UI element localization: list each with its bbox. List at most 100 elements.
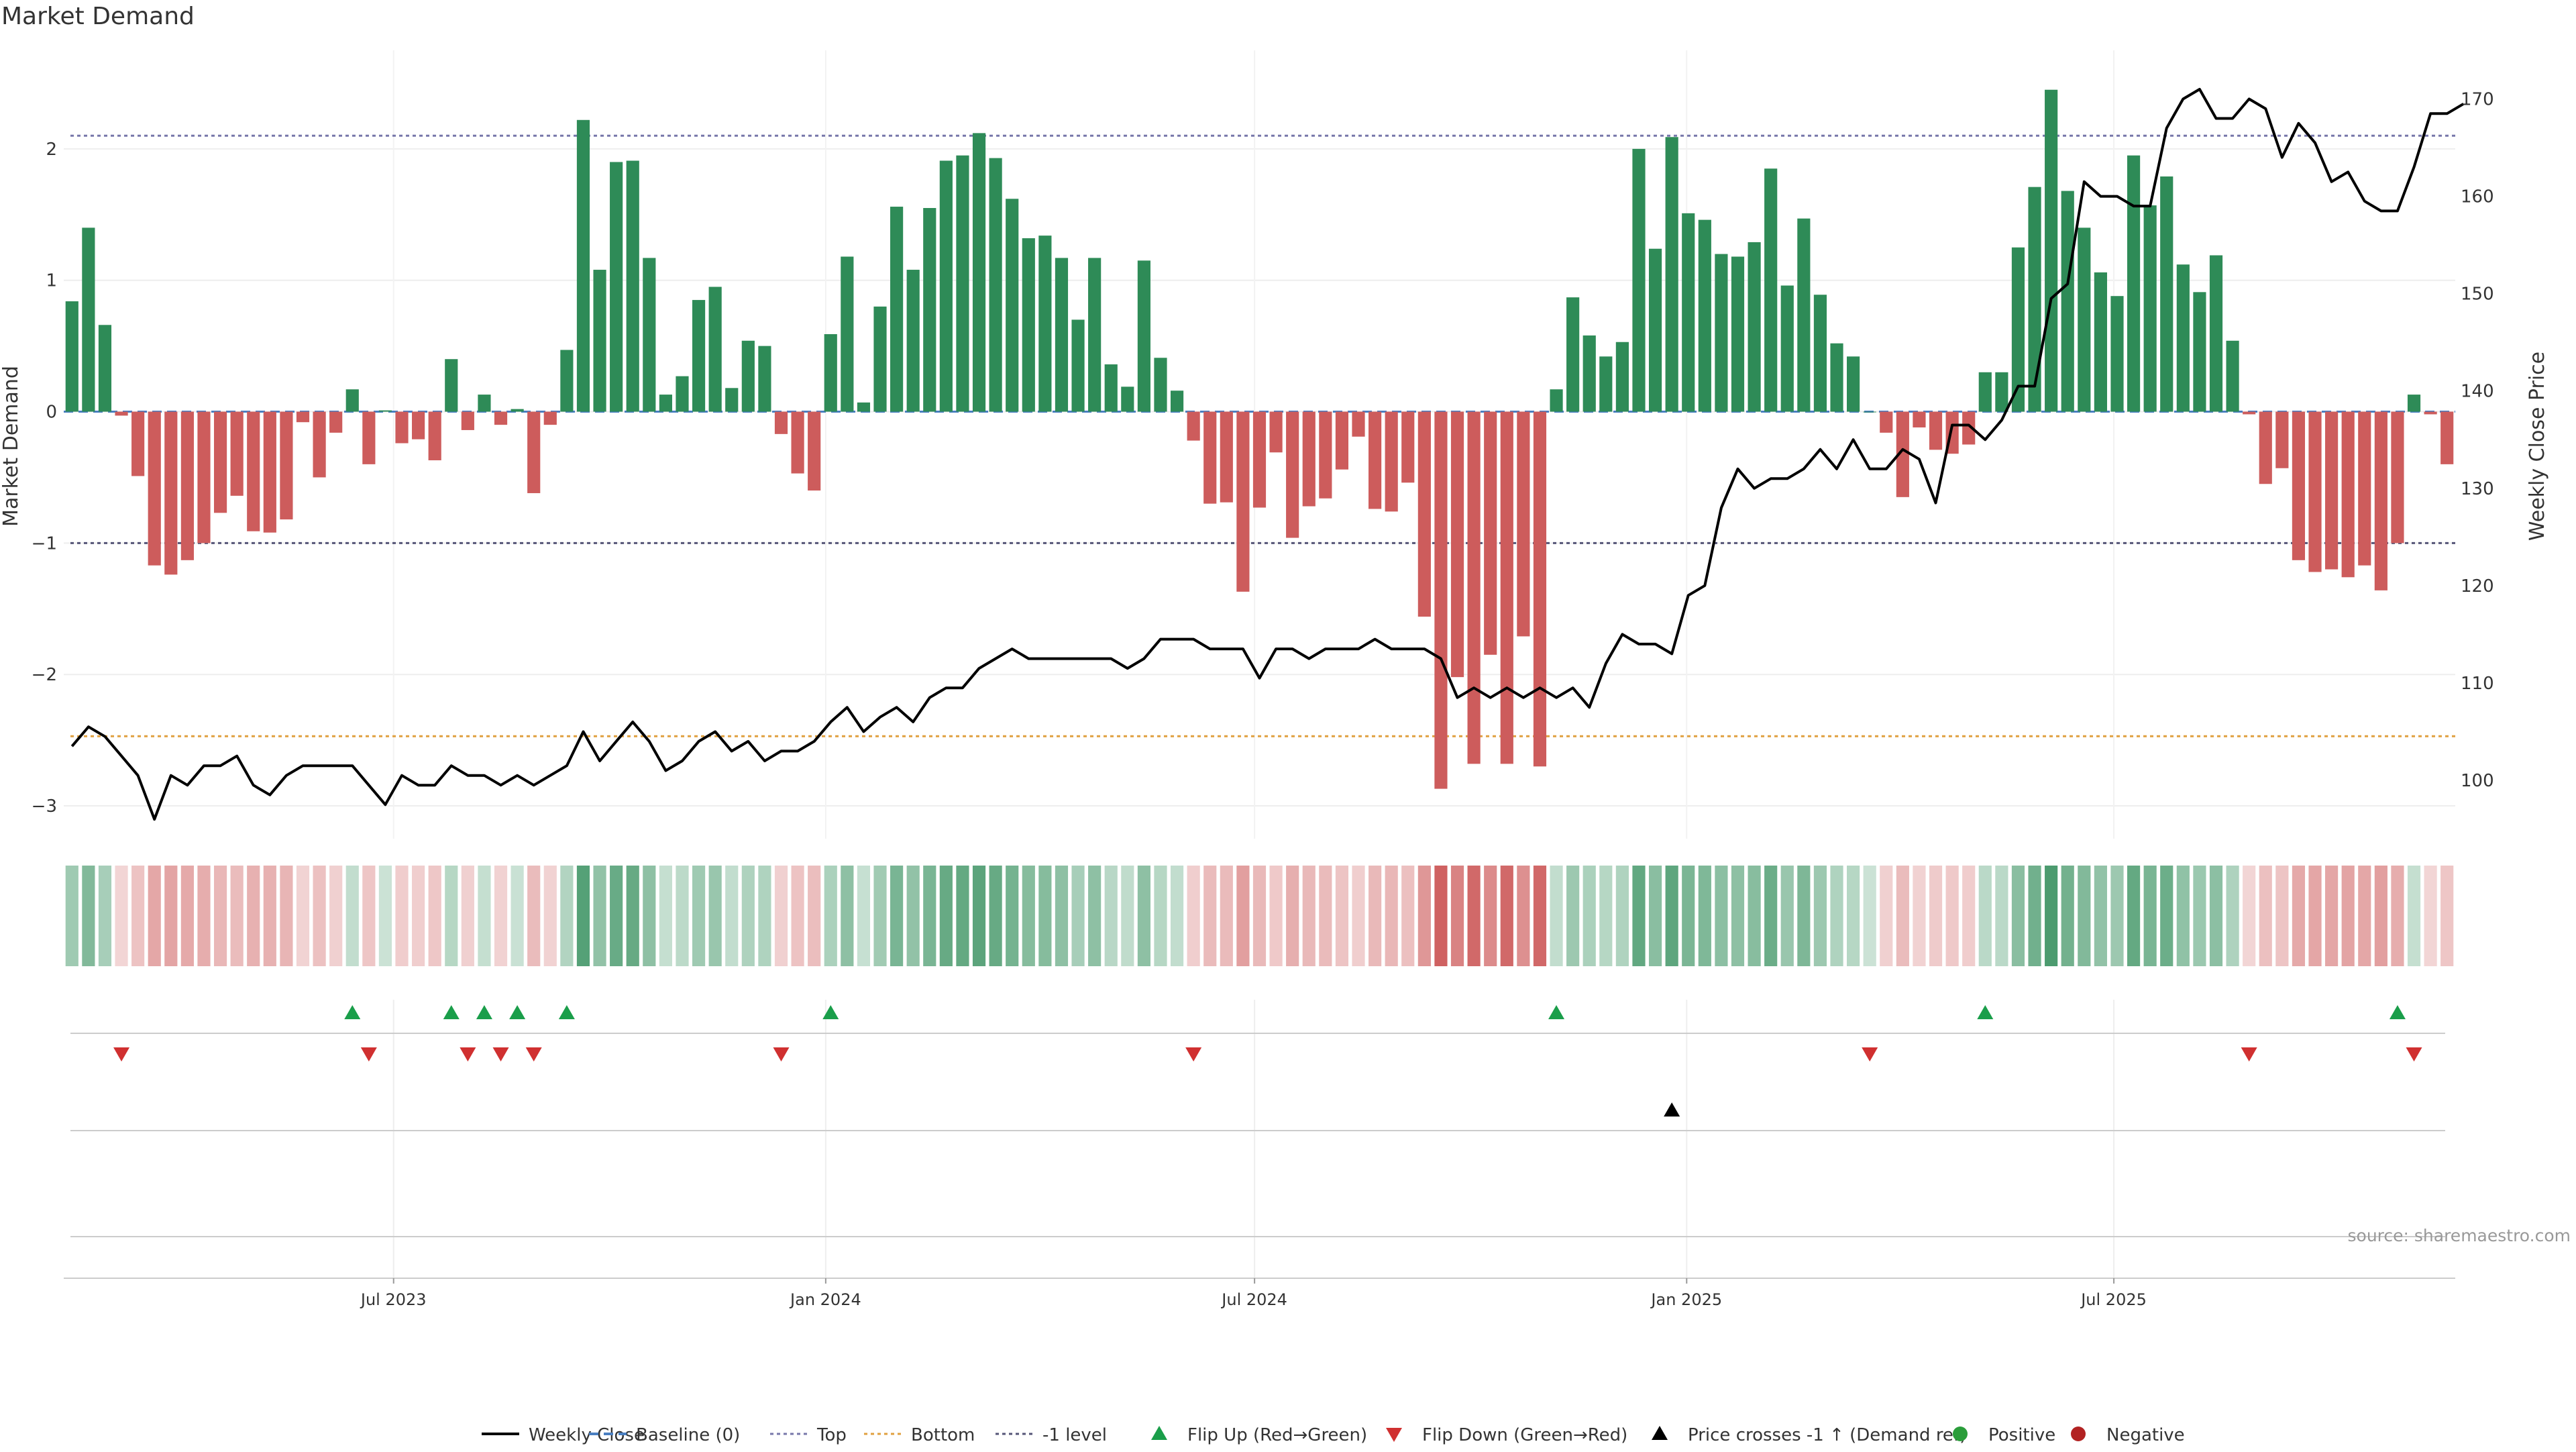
y2-axis-title: Weekly Close Price bbox=[2526, 352, 2549, 541]
demand-bar bbox=[1352, 411, 1365, 437]
demand-bar bbox=[2209, 255, 2223, 412]
heat-cell bbox=[1154, 866, 1167, 966]
flip-up-marker bbox=[443, 1005, 460, 1019]
demand-bar bbox=[1682, 213, 1695, 412]
heat-cell bbox=[824, 866, 837, 966]
flip-up-marker bbox=[1977, 1005, 1994, 1019]
heat-cell bbox=[1286, 866, 1299, 966]
demand-bar bbox=[989, 158, 1002, 412]
heat-cell bbox=[741, 866, 755, 966]
heat-cell bbox=[890, 866, 904, 966]
heat-cell bbox=[1022, 866, 1035, 966]
heat-cell bbox=[1665, 866, 1678, 966]
demand-bar bbox=[1517, 411, 1530, 637]
heat-cell bbox=[1582, 866, 1596, 966]
legend-swatch-price-cross bbox=[1652, 1426, 1668, 1440]
heat-cell bbox=[1450, 866, 1464, 966]
heat-cell bbox=[676, 866, 689, 966]
heat-cell bbox=[873, 866, 887, 966]
demand-bar bbox=[1335, 411, 1349, 470]
heat-cell bbox=[1698, 866, 1711, 966]
demand-bar bbox=[692, 300, 706, 412]
demand-bar bbox=[791, 411, 804, 474]
demand-bar bbox=[1022, 238, 1035, 412]
demand-bar bbox=[2045, 89, 2058, 412]
demand-bar bbox=[1715, 254, 1728, 412]
demand-bar bbox=[1401, 411, 1415, 483]
heat-cell bbox=[378, 866, 392, 966]
demand-bar bbox=[2391, 411, 2404, 543]
demand-bar bbox=[1434, 411, 1448, 789]
legend-label: Flip Down (Green→Red) bbox=[1422, 1425, 1627, 1445]
demand-bar bbox=[906, 270, 920, 412]
demand-bar bbox=[1847, 356, 1860, 412]
demand-bar bbox=[774, 411, 788, 434]
flip-up-marker bbox=[2389, 1005, 2406, 1019]
y-tick-label: −3 bbox=[32, 796, 57, 817]
legend-swatch-flip-up bbox=[1151, 1426, 1167, 1440]
heat-cell bbox=[1978, 866, 1992, 966]
demand-bar bbox=[1995, 372, 2008, 412]
demand-bar bbox=[98, 325, 112, 412]
demand-bar bbox=[1104, 364, 1118, 412]
heat-cell bbox=[923, 866, 936, 966]
heat-cell bbox=[1269, 866, 1283, 966]
heat-cell bbox=[1121, 866, 1134, 966]
demand-bar bbox=[2226, 340, 2239, 412]
flip-down-marker bbox=[2406, 1047, 2422, 1061]
y-tick-label: −1 bbox=[32, 533, 57, 554]
demand-bar bbox=[758, 346, 771, 412]
demand-bar bbox=[939, 160, 953, 412]
demand-bar bbox=[741, 340, 755, 412]
source-note: source: sharemaestro.com bbox=[2348, 1226, 2571, 1245]
demand-bar bbox=[2341, 411, 2355, 578]
heat-cell bbox=[511, 866, 524, 966]
heat-cell bbox=[2440, 866, 2454, 966]
heat-cell bbox=[939, 866, 953, 966]
heat-cell bbox=[2011, 866, 2025, 966]
demand-bar bbox=[527, 411, 541, 493]
heat-cell bbox=[1995, 866, 2008, 966]
flip-down-marker bbox=[492, 1047, 509, 1061]
heat-cell bbox=[445, 866, 458, 966]
heat-cell bbox=[148, 866, 161, 966]
legend-item-flip-up: Flip Up (Red→Green) bbox=[1151, 1425, 1367, 1445]
flip-down-marker bbox=[773, 1047, 790, 1061]
y-tick-label: 1 bbox=[46, 271, 57, 291]
x-tick-label: Jul 2023 bbox=[360, 1290, 427, 1309]
legend-label: Bottom bbox=[911, 1425, 975, 1445]
heat-cell bbox=[1880, 866, 1893, 966]
demand-bar bbox=[610, 162, 623, 412]
heat-cell bbox=[1813, 866, 1827, 966]
demand-bar bbox=[1038, 236, 1052, 412]
demand-bar bbox=[247, 411, 260, 531]
flip-down-marker bbox=[113, 1047, 130, 1061]
heat-cell bbox=[708, 866, 722, 966]
demand-bar bbox=[2094, 272, 2107, 412]
heat-cell bbox=[1055, 866, 1069, 966]
heat-cell bbox=[2176, 866, 2190, 966]
heat-cell bbox=[1484, 866, 1497, 966]
demand-bar bbox=[1764, 168, 1778, 412]
legend-label: Weekly Close bbox=[529, 1425, 645, 1445]
heat-cell bbox=[412, 866, 425, 966]
y-tick-label: 0 bbox=[46, 403, 57, 423]
axes: 2 1 0 −1 −2 −3 170 160 150 140 130 120 110 100 Market … bbox=[0, 90, 2549, 817]
flip-down-marker bbox=[1862, 1047, 1878, 1061]
heat-cell bbox=[263, 866, 276, 966]
demand-bar bbox=[1236, 411, 1250, 592]
heat-cell bbox=[808, 866, 821, 966]
heat-cell bbox=[791, 866, 804, 966]
heat-cell bbox=[1104, 866, 1118, 966]
heat-cell bbox=[626, 866, 639, 966]
demand-bar bbox=[329, 411, 343, 433]
heat-cell bbox=[1731, 866, 1745, 966]
heat-cell bbox=[2308, 866, 2322, 966]
demand-bar bbox=[1698, 219, 1711, 412]
demand-bar bbox=[543, 411, 557, 425]
demand-bar bbox=[1269, 411, 1283, 453]
demand-bar bbox=[1978, 372, 1992, 412]
heat-cell bbox=[692, 866, 706, 966]
demand-bar bbox=[1286, 411, 1299, 538]
heat-cell bbox=[1088, 866, 1102, 966]
